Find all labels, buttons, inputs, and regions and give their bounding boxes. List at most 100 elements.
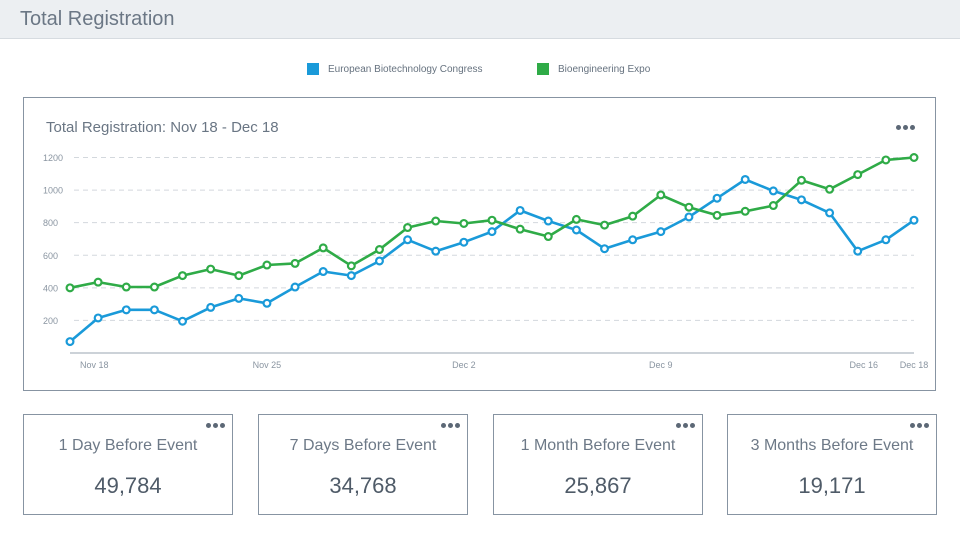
chart-panel: 200 400 600 800 1000 1200 Nov 18 Nov 25 Dec 2 Dec… bbox=[23, 97, 936, 391]
data-point bbox=[881, 235, 891, 245]
data-point bbox=[571, 225, 581, 235]
data-point bbox=[543, 232, 553, 242]
data-point bbox=[515, 205, 525, 215]
data-point bbox=[571, 214, 581, 224]
top-bar: Total Registration bbox=[0, 0, 960, 39]
data-point bbox=[121, 305, 131, 315]
more-horizontal-icon[interactable] bbox=[676, 423, 695, 428]
stat-value: 25,867 bbox=[564, 473, 632, 498]
data-point bbox=[262, 260, 272, 270]
data-point bbox=[487, 227, 497, 237]
data-point bbox=[234, 293, 244, 303]
data-point bbox=[206, 302, 216, 312]
stat-label: 7 Days Before Event bbox=[289, 437, 437, 454]
page-title: Total Registration bbox=[20, 8, 175, 30]
chart-title: Total Registration: Nov 18 - Dec 18 bbox=[46, 119, 279, 136]
x-tick-label: Nov 18 bbox=[80, 360, 109, 370]
data-point bbox=[600, 244, 610, 254]
chart-legend: European Biotechnology Congress Bioengin… bbox=[0, 62, 960, 76]
data-point bbox=[768, 186, 778, 196]
y-tick-label: 200 bbox=[43, 316, 58, 326]
data-point bbox=[684, 212, 694, 222]
x-tick-label: Dec 16 bbox=[849, 360, 878, 370]
legend-swatch-green bbox=[537, 63, 549, 75]
data-point bbox=[318, 243, 328, 253]
data-point bbox=[262, 298, 272, 308]
data-point bbox=[403, 235, 413, 245]
data-point bbox=[712, 193, 722, 203]
data-point bbox=[403, 223, 413, 233]
data-point bbox=[740, 174, 750, 184]
data-point bbox=[178, 316, 188, 326]
stat-card-1-day: 1 Day Before Event 49,784 bbox=[23, 414, 233, 515]
data-point bbox=[487, 215, 497, 225]
more-horizontal-icon[interactable] bbox=[896, 125, 915, 130]
data-point bbox=[431, 246, 441, 256]
data-point bbox=[712, 210, 722, 220]
more-horizontal-icon[interactable] bbox=[910, 423, 929, 428]
stat-card-3-months: 3 Months Before Event 19,171 bbox=[727, 414, 937, 515]
data-point bbox=[853, 246, 863, 256]
series-line bbox=[69, 178, 915, 343]
data-point bbox=[515, 224, 525, 234]
data-point bbox=[93, 277, 103, 287]
stat-label: 1 Month Before Event bbox=[520, 437, 676, 454]
data-point bbox=[459, 237, 469, 247]
data-point bbox=[656, 227, 666, 237]
y-tick-label: 1000 bbox=[43, 186, 63, 196]
data-point bbox=[796, 175, 806, 185]
y-tick-label: 600 bbox=[43, 251, 58, 261]
x-tick-label: Dec 18 bbox=[900, 360, 929, 370]
data-point bbox=[881, 155, 891, 165]
stat-card-7-days: 7 Days Before Event 34,768 bbox=[258, 414, 468, 515]
data-point bbox=[431, 216, 441, 226]
stat-label: 3 Months Before Event bbox=[750, 437, 914, 454]
data-point bbox=[374, 256, 384, 266]
stat-value: 49,784 bbox=[94, 473, 162, 498]
x-tick-label: Dec 2 bbox=[452, 360, 476, 370]
data-point bbox=[543, 216, 553, 226]
data-point bbox=[65, 283, 75, 293]
data-point bbox=[346, 261, 356, 271]
data-point bbox=[656, 190, 666, 200]
y-tick-label: 400 bbox=[43, 283, 58, 293]
data-point bbox=[93, 313, 103, 323]
data-point bbox=[374, 245, 384, 255]
data-point bbox=[290, 258, 300, 268]
legend-item-bioengineering-expo[interactable]: Bioengineering Expo bbox=[537, 62, 650, 76]
data-point bbox=[825, 184, 835, 194]
legend-label: European Biotechnology Congress bbox=[328, 63, 483, 75]
data-point bbox=[459, 218, 469, 228]
more-horizontal-icon[interactable] bbox=[441, 423, 460, 428]
data-point bbox=[825, 208, 835, 218]
stat-card-1-month: 1 Month Before Event 25,867 bbox=[493, 414, 703, 515]
data-point bbox=[65, 337, 75, 347]
data-point bbox=[149, 282, 159, 292]
legend-swatch-blue bbox=[307, 63, 319, 75]
data-point bbox=[234, 271, 244, 281]
y-tick-label: 800 bbox=[43, 218, 58, 228]
data-point bbox=[909, 215, 919, 225]
data-point bbox=[768, 201, 778, 211]
data-point bbox=[628, 235, 638, 245]
data-point bbox=[206, 264, 216, 274]
stat-value: 19,171 bbox=[798, 473, 866, 498]
more-horizontal-icon[interactable] bbox=[206, 423, 225, 428]
y-tick-label: 1200 bbox=[43, 153, 63, 163]
data-point bbox=[628, 211, 638, 221]
data-point bbox=[290, 282, 300, 292]
stat-label: 1 Day Before Event bbox=[58, 437, 198, 454]
x-tick-label: Nov 25 bbox=[253, 360, 282, 370]
data-point bbox=[796, 195, 806, 205]
legend-label: Bioengineering Expo bbox=[558, 63, 651, 75]
data-point bbox=[600, 220, 610, 230]
legend-item-european-biotechnology-congress[interactable]: European Biotechnology Congress bbox=[307, 62, 483, 76]
x-tick-label: Dec 9 bbox=[649, 360, 673, 370]
line-chart: 200 400 600 800 1000 1200 Nov 18 Nov 25 Dec 2 Dec… bbox=[43, 152, 929, 370]
data-point bbox=[740, 206, 750, 216]
data-point bbox=[909, 152, 919, 162]
data-point bbox=[346, 271, 356, 281]
data-point bbox=[853, 170, 863, 180]
data-point bbox=[178, 271, 188, 281]
data-point bbox=[149, 305, 159, 315]
